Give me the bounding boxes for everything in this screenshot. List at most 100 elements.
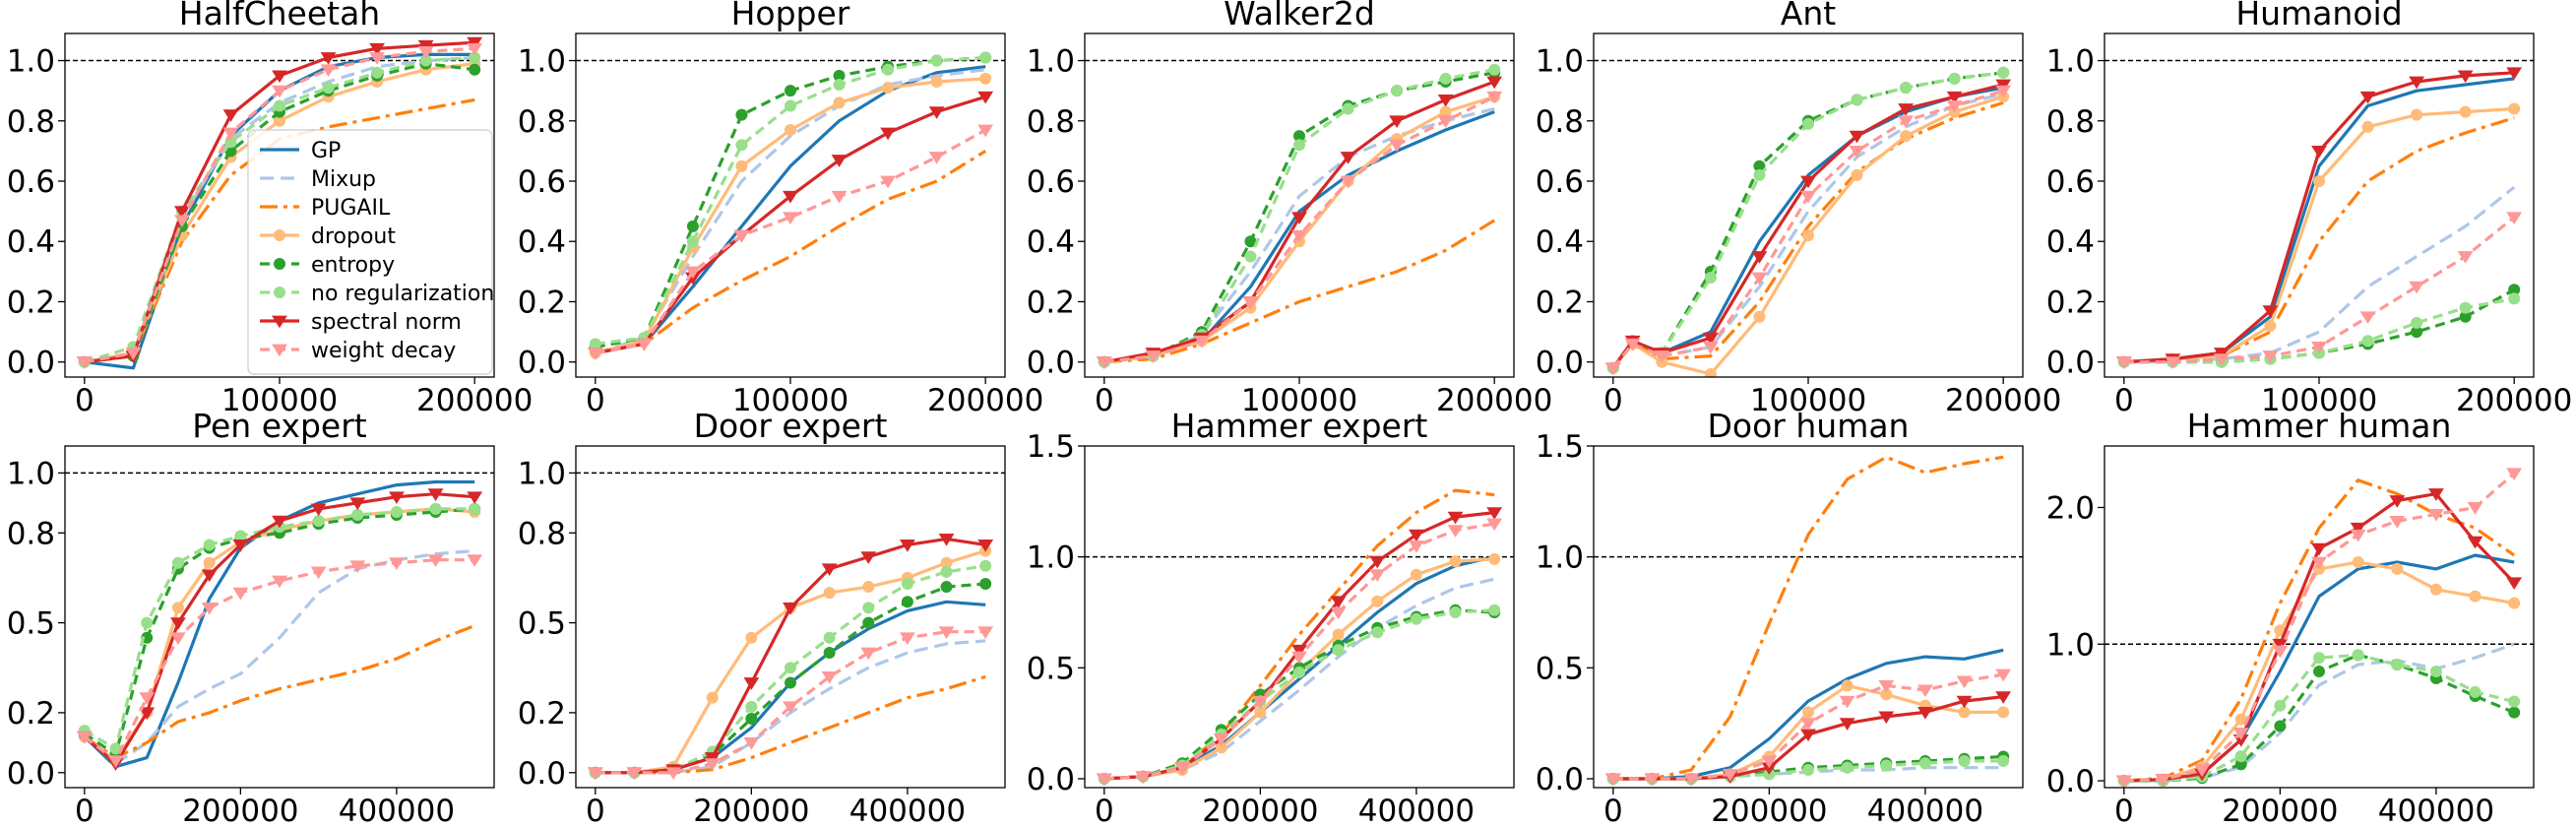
series-point-spectral-norm bbox=[2214, 348, 2230, 360]
series-point-spectral-norm bbox=[2350, 522, 2366, 536]
series-point-weight-decay bbox=[1604, 773, 1621, 787]
series-point-no-regularization bbox=[979, 51, 992, 64]
plot-area bbox=[2115, 67, 2523, 369]
series-point-weight-decay bbox=[626, 767, 643, 781]
series-point-spectral-norm bbox=[2311, 145, 2327, 159]
legend-label-entropy: entropy bbox=[311, 253, 395, 278]
series-line-spectral-norm bbox=[1611, 83, 2004, 369]
series-line-pugail bbox=[595, 150, 987, 355]
series-point-spectral-norm bbox=[1917, 706, 1933, 720]
series-point-no-regularization bbox=[274, 99, 285, 112]
y-tick-label: 1.0 bbox=[1536, 541, 1584, 576]
series-point-spectral-norm bbox=[349, 497, 366, 511]
series-point-weight-decay bbox=[1703, 341, 1719, 354]
series-point-dropout bbox=[2352, 555, 2364, 568]
series-point-weight-decay bbox=[1330, 606, 1347, 620]
x-tick-label: 400000 bbox=[1358, 794, 1475, 827]
series-point-spectral-norm bbox=[1330, 596, 1347, 608]
x-tick-label: 200000 bbox=[927, 383, 1043, 418]
series-point-dropout bbox=[2459, 105, 2472, 118]
series-point-no-regularization bbox=[2234, 750, 2247, 763]
series-point-entropy bbox=[469, 63, 481, 76]
chart-title: Door expert bbox=[694, 407, 888, 445]
y-tick-label: 0.8 bbox=[1536, 104, 1584, 140]
series-point-dropout bbox=[2508, 102, 2521, 115]
series-point-dropout bbox=[979, 72, 992, 85]
series-point-spectral-norm bbox=[743, 677, 760, 690]
series-point-weight-decay bbox=[1340, 175, 1356, 189]
y-tick-label: 0.0 bbox=[518, 756, 566, 792]
y-tick-label: 0.6 bbox=[1027, 164, 1075, 200]
series-point-weight-decay bbox=[1486, 518, 1503, 532]
axes-frame bbox=[575, 445, 1006, 789]
series-point-dropout bbox=[735, 159, 748, 172]
panel-hammer-human: Hammer human 0 200000 400000 0.0 1.0 2.0 bbox=[2046, 407, 2535, 827]
series-point-no-regularization bbox=[429, 502, 442, 515]
series-point-spectral-norm bbox=[1946, 91, 1963, 104]
series-point-weight-decay bbox=[369, 52, 385, 65]
series-line-weight-decay bbox=[2123, 216, 2516, 364]
series-point-weight-decay bbox=[2467, 502, 2483, 515]
series-point-spectral-norm bbox=[1486, 76, 1503, 90]
series-line-no-regularization bbox=[2123, 653, 2515, 783]
series-point-no-regularization bbox=[735, 139, 748, 152]
series-point-entropy bbox=[2313, 666, 2325, 678]
series-point-weight-decay bbox=[1291, 651, 1307, 665]
y-tick-label: 1.5 bbox=[1536, 429, 1584, 465]
series-point-weight-decay bbox=[1409, 540, 1424, 553]
series-point-weight-decay bbox=[125, 348, 142, 360]
series-point-weight-decay bbox=[467, 554, 483, 567]
legend-box bbox=[247, 129, 493, 375]
series-point-spectral-norm bbox=[860, 551, 877, 564]
y-tick-label: 0.6 bbox=[518, 164, 566, 200]
series-point-weight-decay bbox=[587, 348, 603, 360]
axes-frame bbox=[1593, 32, 2024, 378]
series-point-spectral-norm bbox=[900, 540, 915, 552]
series-point-dropout bbox=[203, 556, 216, 569]
series-point-weight-decay bbox=[2311, 556, 2327, 570]
panel-hammer-expert: Hammer expert 0 200000 400000 0.0 0.5 1.0 1.5 bbox=[1027, 407, 1515, 827]
y-tick-label: 0.8 bbox=[518, 104, 566, 140]
series-point-weight-decay bbox=[2457, 251, 2474, 264]
series-point-spectral-norm bbox=[821, 563, 838, 577]
legend-marker-no-regularization bbox=[274, 286, 285, 298]
series-point-weight-decay bbox=[310, 566, 327, 580]
series-point-spectral-norm bbox=[174, 206, 190, 219]
series-point-weight-decay bbox=[2155, 774, 2171, 787]
series-point-weight-decay bbox=[880, 175, 896, 189]
series-point-dropout bbox=[1371, 595, 1384, 607]
series-point-no-regularization bbox=[1704, 271, 1717, 284]
series-point-no-regularization bbox=[1997, 66, 2010, 79]
y-tick-label: 1.0 bbox=[7, 44, 55, 80]
series-point-spectral-norm bbox=[2506, 577, 2523, 591]
panel-humanoid: Humanoid 0 100000 200000 0.0 0.2 0.4 0.6 0.8 1.0 bbox=[2046, 0, 2573, 418]
x-tick-label: 0 bbox=[2114, 383, 2134, 418]
series-point-dropout bbox=[1958, 706, 1971, 719]
series-point-weight-decay bbox=[2409, 281, 2424, 294]
series-point-weight-decay bbox=[174, 215, 190, 228]
x-tick-label: 200000 bbox=[2222, 794, 2338, 827]
y-tick-label: 1.0 bbox=[1027, 541, 1075, 576]
series-point-spectral-norm bbox=[467, 491, 483, 504]
series-point-weight-decay bbox=[938, 626, 955, 639]
series-point-spectral-norm bbox=[1340, 152, 1356, 164]
series-point-entropy bbox=[686, 220, 699, 232]
series-point-dropout bbox=[1410, 568, 1422, 581]
panel-walker2d: Walker2d 0 100000 200000 0.0 0.2 0.4 0.6 0.8 1.0 bbox=[1027, 0, 1553, 418]
series-point-dropout bbox=[2411, 108, 2423, 121]
x-tick-label: 200000 bbox=[2456, 383, 2572, 418]
series-point-no-regularization bbox=[2429, 666, 2442, 678]
series-line-spectral-norm bbox=[83, 492, 475, 766]
series-line-pugail bbox=[1103, 219, 1496, 364]
series-point-spectral-norm bbox=[1751, 251, 1768, 264]
series-point-no-regularization bbox=[979, 559, 992, 572]
legend-label-spectral-norm: spectral norm bbox=[311, 310, 462, 335]
series-point-no-regularization bbox=[930, 54, 943, 67]
series-point-entropy bbox=[141, 631, 154, 644]
series-point-dropout bbox=[1704, 367, 1717, 377]
series-line-pugail bbox=[595, 674, 986, 775]
chart-title: Walker2d bbox=[1224, 0, 1375, 32]
series-line-weight-decay bbox=[595, 630, 986, 775]
series-point-dropout bbox=[1254, 706, 1267, 719]
series-point-entropy bbox=[2508, 706, 2521, 719]
